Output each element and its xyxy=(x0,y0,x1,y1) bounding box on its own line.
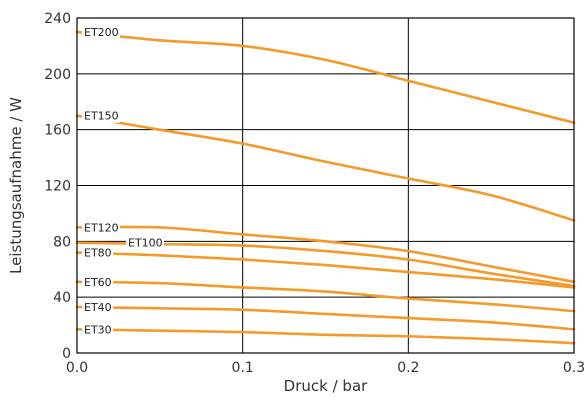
series-label-bg xyxy=(82,109,120,123)
series-line-et200 xyxy=(75,30,576,124)
y-tick-label: 120 xyxy=(44,179,71,195)
y-tick-label: 200 xyxy=(44,67,71,83)
x-tick-label: 0.3 xyxy=(563,360,585,376)
x-axis-ticks: 0.0 0.1 0.2 0.3 xyxy=(66,360,585,376)
series-label-text: ET150 xyxy=(84,110,119,123)
series-label-bg xyxy=(82,221,120,235)
series-label-et100: ET100 xyxy=(126,236,164,250)
y-tick-label: 0 xyxy=(62,346,71,362)
series-line-et60 xyxy=(75,280,576,313)
series-label-et60: ET60 xyxy=(82,275,114,289)
y-axis-ticks: 0 40 80 120 160 200 240 xyxy=(44,11,71,362)
grid xyxy=(77,18,574,353)
series-label-bg xyxy=(82,300,114,314)
series-lines xyxy=(75,30,576,345)
series-label-et200: ET200 xyxy=(82,26,120,39)
series-label-text: ET60 xyxy=(84,276,112,289)
series-label-bg xyxy=(82,323,114,337)
x-axis-title: Druck / bar xyxy=(284,377,368,395)
series-line-et150 xyxy=(75,114,576,222)
series-label-text: ET100 xyxy=(128,237,163,250)
series-label-et40: ET40 xyxy=(82,300,114,314)
series-label-text: ET30 xyxy=(84,323,112,336)
x-tick-label: 0.0 xyxy=(66,360,88,376)
series-label-et30: ET30 xyxy=(82,323,114,337)
y-tick-label: 40 xyxy=(53,290,71,306)
y-tick-label: 80 xyxy=(53,234,71,250)
series-label-text: ET200 xyxy=(84,26,119,39)
series-label-text: ET40 xyxy=(84,301,112,314)
series-label-bg xyxy=(82,25,120,39)
plot-frame xyxy=(76,17,575,354)
x-tick-label: 0.2 xyxy=(397,360,419,376)
series-label-et150: ET150 xyxy=(82,109,120,123)
x-tick-label: 0.1 xyxy=(232,360,254,376)
series-label-bg xyxy=(82,275,114,289)
series-label-bg xyxy=(82,246,114,260)
series-line-et120 xyxy=(75,225,576,284)
series-labels: ET200 ET150 ET120 ET100 ET80 ET60 ET40 ET30 xyxy=(82,26,164,337)
y-tick-label: 160 xyxy=(44,123,71,139)
series-line-et80 xyxy=(75,251,576,289)
series-label-text: ET80 xyxy=(84,247,112,260)
series-label-et80: ET80 xyxy=(82,246,114,260)
series-label-text: ET120 xyxy=(84,221,119,234)
series-label-bg xyxy=(126,236,164,250)
y-tick-label: 240 xyxy=(44,11,71,27)
series-line-et30 xyxy=(75,327,576,345)
series-label-et120: ET120 xyxy=(82,221,120,235)
y-axis-title: Leistungsaufnahme / W xyxy=(7,97,25,274)
series-line-et40 xyxy=(75,305,576,331)
